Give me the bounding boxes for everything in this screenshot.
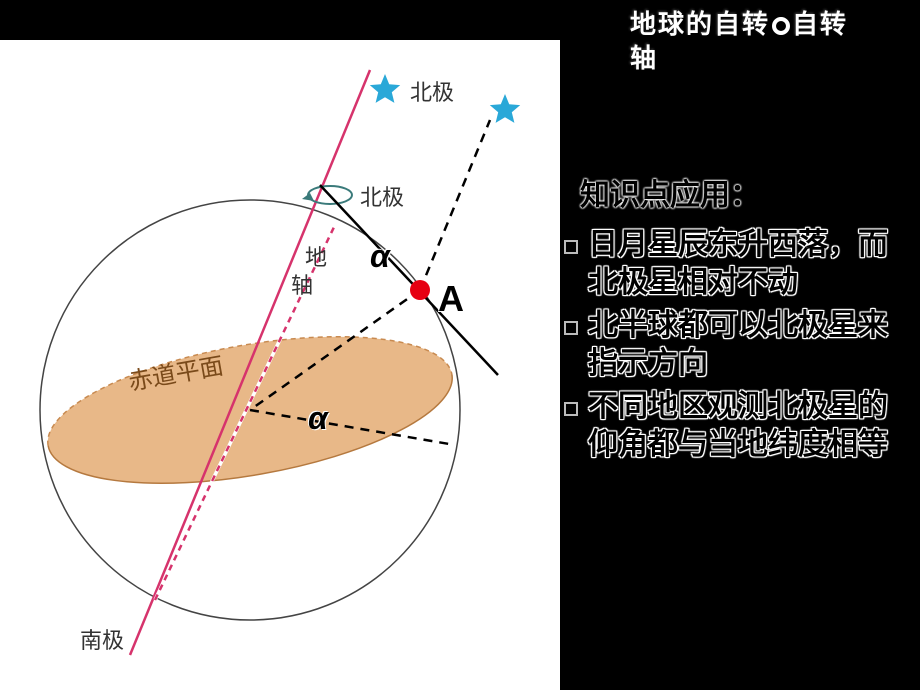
alpha-label-top: α bbox=[370, 238, 390, 275]
header-line2: 轴 bbox=[630, 43, 658, 73]
knowledge-list: 日月星辰东升西落，而北极星相对不动 北半球都可以北极星来指示方向 不同地区观测北… bbox=[560, 226, 910, 463]
list-item: 日月星辰东升西落，而北极星相对不动 bbox=[560, 226, 910, 301]
earth-diagram: 北极北极南极地轴赤道平面 α α A bbox=[0, 40, 560, 690]
diagram-svg: 北极北极南极地轴赤道平面 bbox=[0, 40, 560, 690]
svg-text:南极: 南极 bbox=[80, 628, 124, 653]
knowledge-panel: 知识点应用： 日月星辰东升西落，而北极星相对不动 北半球都可以北极星来指示方向 … bbox=[560, 170, 910, 469]
svg-text:北极: 北极 bbox=[410, 80, 454, 105]
knowledge-title: 知识点应用： bbox=[580, 170, 910, 214]
alpha-label-center: α bbox=[308, 400, 328, 437]
ring-icon bbox=[772, 17, 790, 35]
header-text-b: 自转 bbox=[792, 9, 848, 39]
point-a-label: A bbox=[438, 278, 464, 320]
svg-text:北极: 北极 bbox=[360, 185, 404, 210]
list-item: 北半球都可以北极星来指示方向 bbox=[560, 307, 910, 382]
header-text-a: 地球的自转 bbox=[630, 9, 770, 39]
list-item: 不同地区观测北极星的仰角都与当地纬度相等 bbox=[560, 388, 910, 463]
svg-text:地轴: 地轴 bbox=[291, 245, 327, 298]
slide-header: 地球的自转自转 轴 bbox=[630, 8, 900, 76]
